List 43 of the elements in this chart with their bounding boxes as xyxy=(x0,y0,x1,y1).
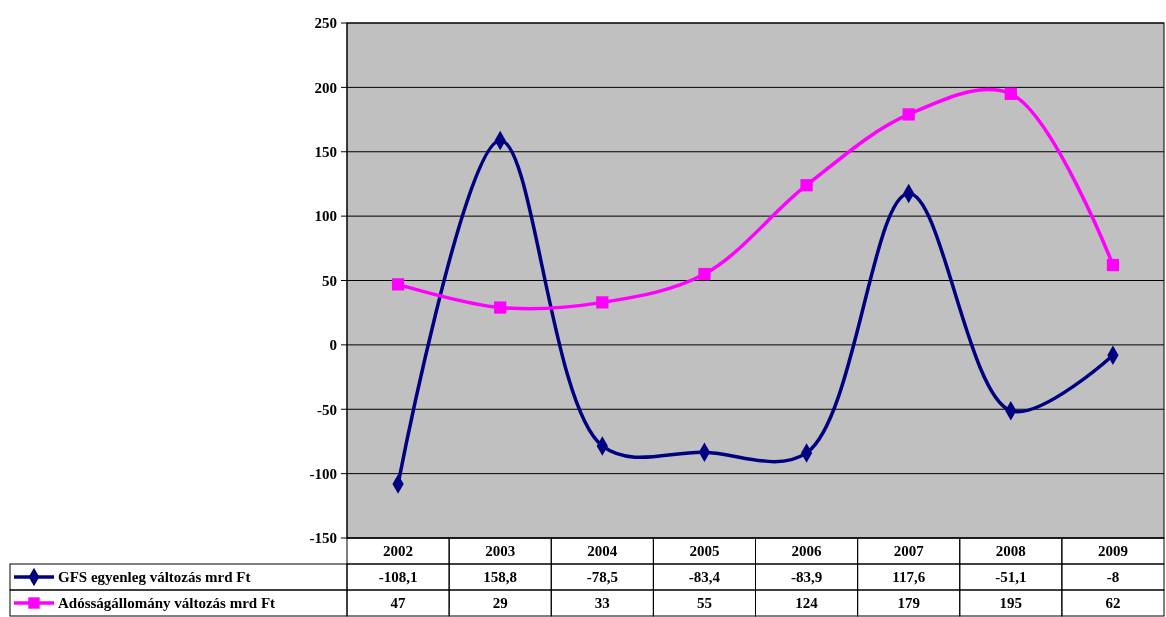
y-tick-label: 250 xyxy=(314,15,337,32)
x-tick-label: 2007 xyxy=(893,543,925,560)
point xyxy=(800,179,813,192)
y-tick-label: 50 xyxy=(322,272,337,289)
data-label: 55 xyxy=(696,595,712,612)
data-label: -83,4 xyxy=(688,569,721,586)
point xyxy=(698,267,711,281)
data-label: -108,1 xyxy=(378,569,418,586)
y-tick-label: -100 xyxy=(309,465,337,482)
data-label: 33 xyxy=(594,595,610,612)
data-label: -51,1 xyxy=(995,569,1027,586)
point xyxy=(1106,258,1120,272)
x-tick-label: 2008 xyxy=(995,543,1026,560)
x-tick-label: 2006 xyxy=(791,543,823,560)
data-label: -78,5 xyxy=(586,569,618,586)
y-tick-label: 200 xyxy=(314,79,337,96)
y-tick-label: 150 xyxy=(314,144,337,160)
point xyxy=(1004,87,1017,100)
x-tick-label: 2002 xyxy=(383,543,414,560)
x-tick-label: 2009 xyxy=(1097,543,1128,560)
data-label: 29 xyxy=(492,595,508,612)
data-label: 179 xyxy=(897,595,920,612)
x-tick-label: 2004 xyxy=(587,543,618,560)
data-label: -8 xyxy=(1106,569,1120,586)
data-label: -83,9 xyxy=(790,569,823,586)
legend-label: Adósságállomány változás mrd Ft xyxy=(58,595,276,612)
x-tick-label: 2005 xyxy=(689,543,720,560)
data-label: 195 xyxy=(999,595,1023,612)
x-tick-label: 2003 xyxy=(485,543,516,560)
legend-label: GFS egyenleg változás mrd Ft xyxy=(58,569,251,586)
y-tick-label: 100 xyxy=(314,208,337,225)
data-label: 62 xyxy=(1105,595,1121,612)
point xyxy=(596,296,609,309)
point xyxy=(391,278,405,291)
data-label: 47 xyxy=(390,595,407,612)
data-label: 124 xyxy=(795,595,819,612)
point xyxy=(494,301,507,314)
data-label: 158,8 xyxy=(483,569,518,586)
data-label: 117,6 xyxy=(892,569,926,586)
y-tick-label: -50 xyxy=(317,401,337,418)
point xyxy=(902,108,915,121)
y-tick-label: -150 xyxy=(309,530,337,547)
y-tick-label: 0 xyxy=(329,337,337,354)
